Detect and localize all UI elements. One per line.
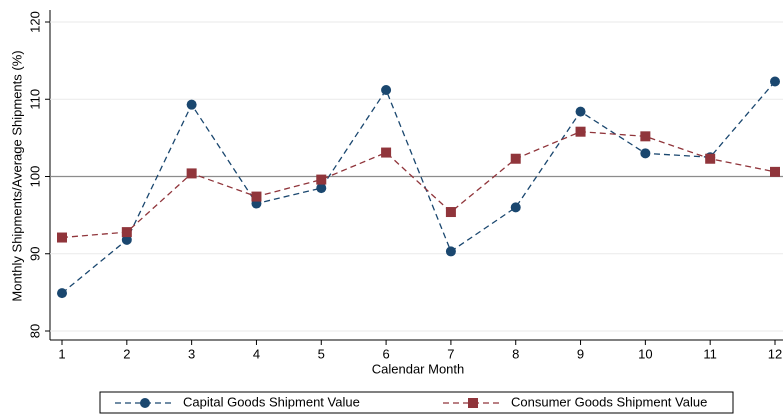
y-tick-label: 80 (27, 324, 42, 338)
x-tick-label: 10 (638, 346, 652, 361)
data-point (316, 183, 327, 194)
data-point (186, 99, 197, 110)
data-point (705, 153, 716, 164)
x-tick-label: 5 (318, 346, 325, 361)
data-point (445, 246, 456, 257)
x-axis-title: Calendar Month (372, 361, 465, 376)
data-point (251, 191, 262, 202)
data-point (186, 168, 197, 179)
x-tick-label: 11 (703, 346, 717, 361)
x-tick-label: 7 (447, 346, 454, 361)
x-tick-label: 2 (123, 346, 130, 361)
legend-box (99, 391, 734, 414)
y-tick-label: 120 (27, 11, 42, 33)
x-tick-label: 6 (382, 346, 389, 361)
x-tick-label: 1 (58, 346, 65, 361)
x-tick-label: 9 (577, 346, 584, 361)
legend-marker (140, 398, 150, 408)
data-point (640, 148, 651, 159)
data-point (316, 174, 327, 185)
y-tick-label: 100 (27, 166, 42, 188)
data-point (121, 234, 132, 245)
data-point (121, 227, 132, 238)
data-point (381, 147, 392, 158)
y-tick-label: 90 (27, 247, 42, 261)
data-point (510, 202, 521, 213)
x-tick-label: 8 (512, 346, 519, 361)
legend-label: Capital Goods Shipment Value (183, 394, 360, 409)
series-line (61, 81, 776, 294)
data-point (57, 232, 67, 243)
data-point (57, 288, 67, 299)
x-tick-label: 12 (768, 346, 782, 361)
data-point (575, 106, 586, 117)
data-point (640, 131, 651, 142)
data-point (770, 166, 780, 177)
data-point (510, 153, 521, 164)
x-tick-label: 3 (188, 346, 195, 361)
legend-marker (468, 398, 478, 408)
series-line (61, 131, 776, 239)
data-point (381, 84, 392, 95)
data-point (575, 126, 586, 137)
y-tick-label: 110 (27, 89, 42, 110)
data-point (445, 207, 456, 218)
data-point (770, 76, 780, 87)
y-axis-title: Monthly Shipments/Average Shipments (%) (9, 50, 24, 301)
x-tick-label: 4 (253, 346, 260, 361)
legend-label: Consumer Goods Shipment Value (511, 394, 707, 409)
